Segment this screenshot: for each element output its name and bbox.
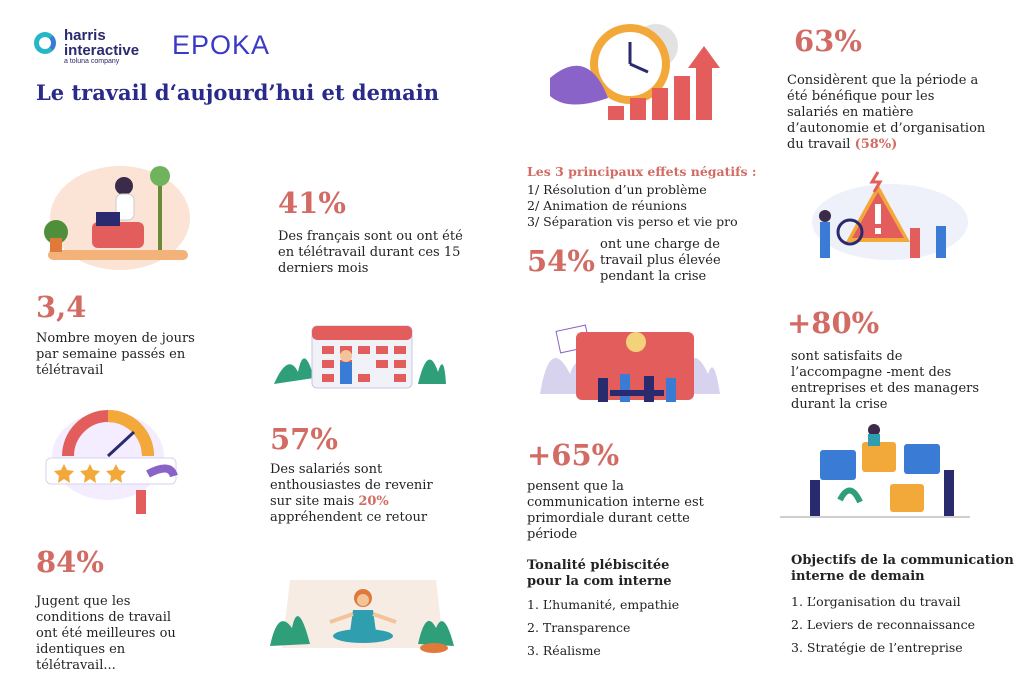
harris-logo-icon [34,32,56,54]
stat-remote-share-value: 41% [278,186,346,220]
harris-name-line2: interactive [64,42,140,59]
tone-item: 3. Réalisme [527,643,601,658]
tone-list: 1. L’humanité, empathie 2. Transparence … [527,593,679,662]
stat-return-text: Des salariés sont enthousiastes de reven… [270,462,433,525]
stat-autonomy-highlight: (58%) [854,137,898,152]
stat-support-value: +80% [787,306,880,340]
tone-item: 2. Transparence [527,620,631,635]
harris-name-line1: harris [64,27,106,44]
harris-tagline: a toluna company [64,58,120,65]
negative-effect-item: 2/ Animation de réunions [527,198,687,213]
stat-return-highlight: 20% [358,494,389,509]
stat-days-text: Nombre moyen de jours par semaine passés… [36,331,195,378]
stat-autonomy-value: 63% [794,24,862,58]
negative-effect-item: 1/ Résolution d’un problème [527,182,707,197]
objectives-list: 1. L’organisation du travail 2. Leviers … [791,590,975,659]
epoka-logo: EPOKA [172,30,271,60]
negative-effects-title: Les 3 principaux effets négatifs : [527,164,757,179]
calendar-illustration [268,312,448,394]
tone-title: Tonalité plébiscitée pour la com interne [527,558,672,589]
tone-item: 1. L’humanité, empathie [527,597,680,612]
objective-item: 2. Leviers de reconnaissance [791,617,975,632]
objective-item: 3. Stratégie de l’entreprise [791,640,963,655]
stat-support-text: sont satisfaits de l’accompagne -ment de… [791,349,980,412]
objectives-title: Objectifs de la communication interne de … [791,553,1014,584]
stat-return-value: 57% [270,422,338,456]
stat-workload-value: 54% [527,244,595,278]
stat-days-value: 3,4 [36,290,87,324]
teamwork-illustration [540,304,720,414]
warning-illustration [806,170,972,266]
harris-interactive-logo: harris interactive a toluna company [34,26,164,66]
woman-laptop-illustration [38,158,198,270]
negative-effect-item: 3/ Séparation vis perso et vie pro [527,214,738,229]
stat-communication-value: +65% [527,438,620,472]
objective-item: 1. L’organisation du travail [791,594,961,609]
stat-conditions-value: 84% [36,545,104,579]
meditation-illustration [268,568,458,656]
stat-autonomy-text: Considèrent que la période a été bénéfiq… [787,73,986,152]
negative-effects-list: 1/ Résolution d’un problème 2/ Animation… [527,182,738,230]
puzzle-illustration [780,420,970,520]
stat-conditions-text: Jugent que les conditions de travail ont… [36,594,176,673]
stat-communication-text: pensent que la communication interne est… [527,479,704,542]
page-title: Le travail d‘aujourd’hui et demain [36,80,439,105]
clock-growth-illustration [548,16,720,128]
stat-remote-share-text: Des français sont ou ont été en télétrav… [278,229,463,276]
stat-workload-text: ont une charge de travail plus élevée pe… [600,237,721,284]
rating-gauge-illustration [38,406,180,518]
